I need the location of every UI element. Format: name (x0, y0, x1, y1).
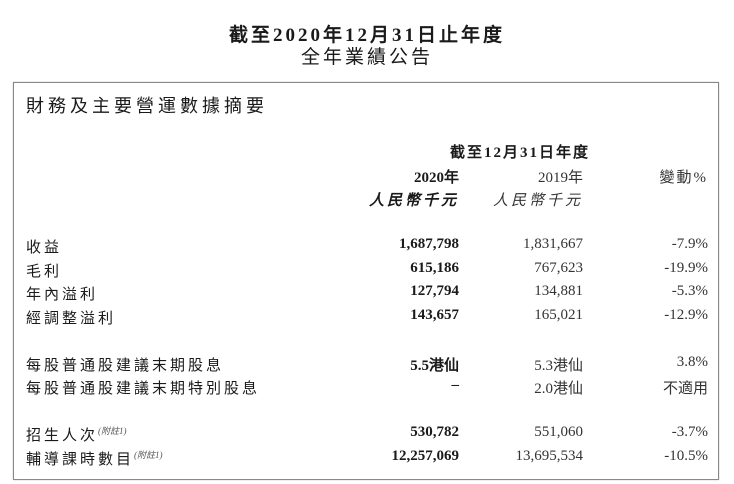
value-2020: 143,657 (410, 307, 459, 323)
value-2020: 615,186 (410, 260, 459, 276)
value-2019: 1,831,667 (523, 236, 583, 252)
document-subtitle: 全年業績公告 (300, 47, 433, 68)
row-label: 年內溢利 (26, 283, 98, 304)
row-label: 經調整溢利 (26, 307, 116, 328)
value-2020: 12,257,069 (391, 448, 460, 464)
value-2019: 5.3港仙 (534, 358, 583, 374)
row-label-text: 年內溢利 (26, 287, 99, 303)
value-2019: 551,060 (534, 424, 583, 440)
col-header-change: 變動% (659, 170, 708, 186)
unit-2019: 人民幣千元 (492, 193, 583, 209)
value-2019: 134,881 (534, 283, 583, 299)
value-change: -3.7% (671, 424, 708, 440)
value-2019: 2.0港仙 (534, 381, 583, 397)
value-2020: – (451, 377, 460, 393)
value-change: -7.9% (671, 236, 708, 252)
value-2019: 767,623 (534, 260, 583, 276)
row-label: 每股普通股建議末期股息 (26, 354, 224, 375)
value-2020: 530,782 (410, 424, 459, 440)
value-2019: 165,021 (534, 307, 583, 323)
value-2020: 1,687,798 (399, 236, 459, 252)
section-title: 財務及主要營運數據摘要 (26, 96, 268, 116)
row-label: 毛利 (26, 260, 62, 281)
value-change: 3.8% (676, 354, 708, 370)
period-header: 截至12月31日年度 (450, 145, 591, 161)
footnote-ref: (附註1) (134, 450, 163, 460)
row-label-text: 每股普通股建議末期股息 (26, 358, 225, 374)
row-label: 招生人次(附註1) (26, 424, 127, 445)
footnote-ref: (附註1) (98, 426, 127, 436)
row-label: 每股普通股建議末期特別股息 (26, 377, 260, 398)
row-label-text: 經調整溢利 (26, 311, 117, 327)
row-label: 輔導課時數目(附註1) (26, 448, 163, 469)
document-title: 截至2020年12月31日止年度 (228, 25, 505, 46)
value-change: 不適用 (662, 381, 708, 397)
row-label: 收益 (26, 236, 62, 257)
value-2020: 5.5港仙 (410, 358, 459, 374)
value-change: -5.3% (671, 283, 708, 299)
col-header-2019: 2019年 (537, 170, 583, 186)
row-label-text: 招生人次 (26, 428, 99, 444)
row-label-text: 收益 (26, 240, 63, 256)
row-label-text: 輔導課時數目 (26, 452, 135, 468)
summary-box (13, 82, 719, 480)
row-label-text: 毛利 (26, 264, 63, 280)
unit-2020: 人民幣千元 (368, 193, 459, 209)
col-header-2020: 2020年 (413, 170, 459, 186)
value-change: -10.5% (664, 448, 708, 464)
value-change: -12.9% (664, 307, 708, 323)
value-2020: 127,794 (410, 283, 459, 299)
value-2019: 13,695,534 (515, 448, 584, 464)
row-label-text: 每股普通股建議末期特別股息 (26, 381, 261, 397)
value-change: -19.9% (664, 260, 708, 276)
